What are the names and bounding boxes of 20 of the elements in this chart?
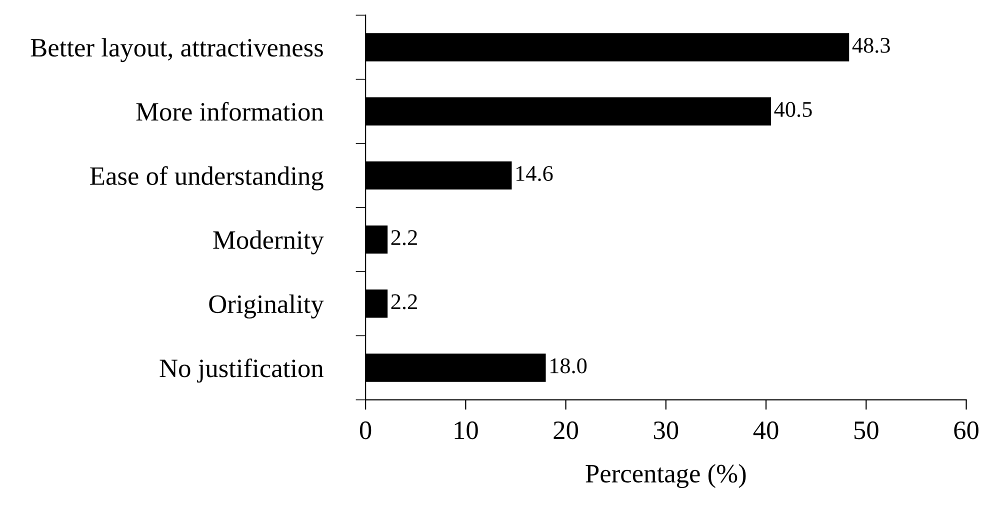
x-tick-label: 0	[360, 421, 372, 440]
data-label: 40.5	[774, 102, 812, 118]
y-tick-label: More information	[136, 102, 324, 121]
x-tick-label: 30	[654, 421, 678, 440]
x-tick-label: 20	[554, 421, 578, 440]
x-tick-label: 10	[454, 421, 478, 440]
data-label: 48.3	[852, 38, 890, 53]
x-axis-title: Percentage (%)	[586, 464, 746, 488]
x-tick-label: 60	[954, 421, 978, 440]
x-tick-label: 40	[753, 421, 778, 440]
y-tick-label: Ease of understanding	[90, 166, 324, 190]
data-label: 2.2	[391, 230, 417, 246]
y-tick-label: Originality	[209, 294, 324, 319]
data-label: 18.0	[550, 358, 587, 374]
y-tick-label: No justification	[160, 358, 324, 383]
x-tick-label: 50	[854, 421, 878, 440]
y-tick-label: Modernity	[213, 230, 324, 254]
data-label: 2.2	[391, 294, 417, 310]
data-label: 14.6	[516, 166, 553, 182]
y-tick-label: Better layout, attractiveness	[30, 38, 323, 62]
